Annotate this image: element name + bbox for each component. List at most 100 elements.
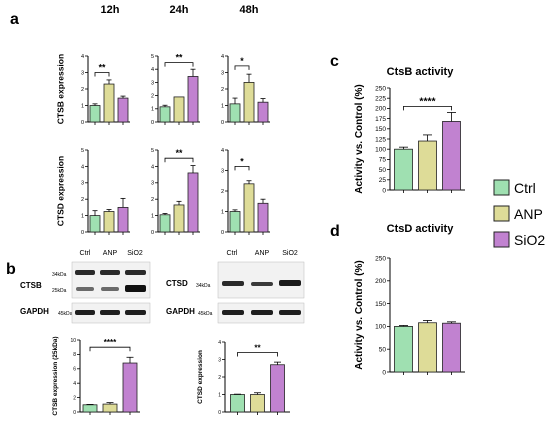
y-tick-label: 0 — [382, 369, 386, 376]
blot-ctsb-membrane — [71, 261, 151, 299]
bar-anp — [103, 83, 115, 123]
blot-band — [76, 287, 94, 291]
y-tick-label: 4 — [221, 54, 224, 60]
significance-label: * — [240, 156, 244, 166]
y-tick-label: 5 — [151, 54, 154, 60]
blot-lane-ctrl: Ctrl — [227, 250, 238, 257]
y-tick-label: 0 — [221, 230, 224, 236]
blot-band — [251, 282, 273, 286]
blot-lane-anp: ANP — [103, 250, 118, 257]
y-tick-label: 2 — [151, 197, 154, 203]
blot-band — [222, 310, 244, 315]
bar-anp — [173, 204, 185, 233]
bar-ctrl — [89, 105, 101, 123]
y-tick-label: 2 — [81, 197, 84, 203]
y-tick-label: 0 — [73, 410, 76, 416]
blot-band — [75, 310, 95, 315]
y-tick-label: 0 — [151, 230, 154, 236]
y-tick-label: 3 — [151, 80, 154, 86]
blot-ctsb: Ctrl ANP SiO2 CTSB 34kDa 25kDa GAPDH 45k… — [20, 250, 151, 324]
significance-label: * — [240, 56, 244, 66]
bar-ctrl — [230, 394, 245, 413]
blot-kda-34: 34kDa — [52, 272, 67, 278]
blot-band — [279, 280, 301, 286]
y-tick-label: 1 — [221, 103, 224, 109]
blot-target-ctsd: CTSD — [166, 279, 188, 288]
blot-band — [251, 310, 273, 315]
ctsb-activity-title: CtsB activity — [387, 66, 455, 78]
y-tick-label: 50 — [379, 346, 387, 353]
y-tick-label: 3 — [218, 357, 221, 363]
chart-ctsb-48h: 0 1 2 3 4 * — [221, 54, 270, 126]
time-header-24h: 24h — [170, 4, 189, 16]
blot-kda-45: 45kDa — [58, 311, 73, 317]
significance-label: ** — [254, 344, 261, 353]
y-tick-label: 4 — [73, 381, 76, 387]
y-tick-label: 6 — [73, 367, 76, 373]
chart-ctsd-48h: 0 1 2 3 4 * — [221, 148, 270, 236]
y-tick-label: 0 — [221, 120, 224, 126]
y-tick-label: 2 — [81, 87, 84, 93]
blot-lane-sio2: SiO2 — [282, 250, 298, 257]
significance-bracket — [234, 166, 250, 171]
y-tick-label: 2 — [221, 87, 224, 93]
y-axis-label: CTSB expression (25kDa) — [52, 336, 59, 415]
legend: Ctrl ANP SiO2 — [493, 179, 545, 248]
significance-label: **** — [419, 96, 436, 107]
time-header-12h: 12h — [101, 4, 120, 16]
chart-ctsd-activity: 0 50 100 150 200 250 Activity vs. Control (%) — [354, 255, 465, 376]
y-tick-label: 225 — [375, 95, 386, 102]
bar-anp — [173, 96, 185, 123]
y-tick-label: 150 — [375, 301, 386, 308]
blot-band — [125, 310, 146, 315]
significance-label: **** — [104, 338, 117, 347]
blot-kda-34: 34kDa — [196, 283, 211, 289]
chart-ctsd-24h: 0 1 2 3 4 5 ** — [151, 148, 200, 236]
significance-bracket — [164, 62, 194, 67]
blot-kda-25: 25kDa — [52, 288, 67, 294]
y-tick-label: 10 — [70, 338, 76, 344]
significance-label: ** — [176, 148, 183, 158]
blot-ctsd: Ctrl ANP SiO2 CTSD 34kDa GAPDH 45kDa — [166, 250, 305, 324]
y-tick-label: 0 — [218, 410, 221, 416]
y-tick-label: 4 — [151, 164, 154, 170]
y-tick-label: 1 — [151, 214, 154, 220]
y-axis-label: CTSD expression — [55, 156, 65, 226]
y-tick-label: 0 — [151, 120, 154, 126]
bar-sio2 — [187, 172, 199, 233]
y-tick-label: 3 — [81, 181, 84, 187]
y-tick-label: 3 — [221, 70, 224, 76]
y-tick-label: 125 — [375, 136, 386, 143]
blot-lane-sio2: SiO2 — [127, 250, 143, 257]
significance-bracket — [403, 105, 452, 111]
bar-ctrl — [89, 215, 101, 233]
chart-ctsd-12h: 0 1 2 3 4 5 CTSD expression — [55, 148, 130, 236]
bar-sio2 — [187, 76, 199, 123]
chart-ctsb-activity: 0 25 50 75 100 125 150 175 200 225 250 **** Activity… — [354, 84, 465, 194]
y-tick-label: 1 — [81, 214, 84, 220]
blot-band — [222, 281, 244, 286]
y-tick-label: 1 — [151, 107, 154, 113]
bar-ctrl — [394, 325, 413, 373]
significance-label: ** — [99, 63, 106, 73]
panel-label-c: c — [330, 53, 339, 70]
bar-anp — [102, 403, 118, 413]
y-tick-label: 2 — [221, 189, 224, 195]
y-tick-label: 0 — [81, 230, 84, 236]
y-tick-label: 100 — [375, 146, 386, 153]
y-tick-label: 50 — [379, 167, 387, 174]
chart-ctsd-blot-quant: 0 1 2 3 4 ** CTSD expression — [197, 340, 290, 416]
bar-anp — [243, 82, 255, 123]
significance-bracket — [89, 346, 131, 352]
y-tick-label: 100 — [375, 324, 386, 331]
y-tick-label: 3 — [221, 168, 224, 174]
blot-band — [101, 287, 119, 291]
charts-layer: 0 1 2 3 4 ** CTSB expression 0 1 2 3 4 5 ** 0 1 2 3 4 * 0 1 2 3… — [52, 53, 465, 416]
y-tick-label: 175 — [375, 116, 386, 123]
y-tick-label: 1 — [218, 392, 221, 398]
y-tick-label: 2 — [151, 94, 154, 100]
y-tick-label: 0 — [81, 120, 84, 126]
blot-band — [75, 270, 95, 275]
legend-swatch-anp — [493, 205, 510, 222]
bar-ctrl — [159, 106, 171, 123]
